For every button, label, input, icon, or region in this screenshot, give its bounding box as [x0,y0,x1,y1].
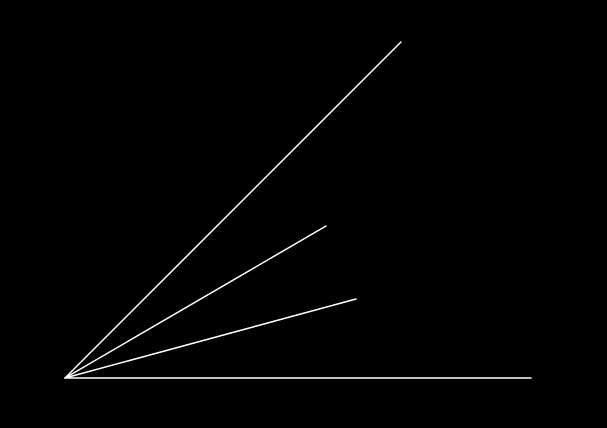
ray [64,225,327,379]
ray [64,41,402,379]
ray [64,298,357,379]
